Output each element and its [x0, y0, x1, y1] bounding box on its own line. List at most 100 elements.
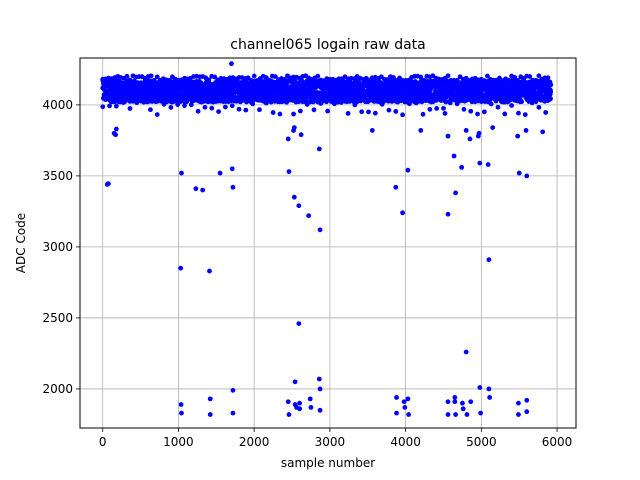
- data-point: [400, 210, 405, 216]
- data-point: [106, 181, 111, 187]
- x-tick-label: 2000: [239, 435, 270, 449]
- data-point: [451, 153, 457, 159]
- data-point: [175, 102, 181, 107]
- data-point: [200, 187, 206, 193]
- data-point: [516, 110, 521, 116]
- data-point: [292, 379, 298, 385]
- data-point: [543, 110, 549, 115]
- data-point: [445, 399, 451, 405]
- data-point: [325, 108, 331, 114]
- data-point: [418, 74, 424, 80]
- data-point: [445, 73, 451, 79]
- data-point: [405, 167, 411, 173]
- data-point: [168, 104, 174, 110]
- data-point: [195, 108, 201, 114]
- data-point: [452, 395, 458, 400]
- data-point: [113, 103, 119, 109]
- data-point: [418, 128, 424, 133]
- data-point: [124, 73, 130, 79]
- data-point: [317, 386, 323, 392]
- data-point: [297, 406, 302, 412]
- data-point: [311, 107, 317, 113]
- data-point: [212, 74, 218, 80]
- data-point: [502, 111, 508, 117]
- data-point: [202, 104, 208, 110]
- data-point: [315, 73, 321, 79]
- data-point: [297, 400, 302, 406]
- data-point: [445, 211, 451, 217]
- data-point: [386, 107, 392, 113]
- data-point: [113, 126, 119, 132]
- data-point: [402, 405, 408, 410]
- data-point: [487, 395, 493, 400]
- data-point: [468, 108, 474, 114]
- data-point: [286, 412, 292, 417]
- data-point: [516, 412, 521, 417]
- y-axis-label: ADC Code: [14, 213, 28, 273]
- data-point: [277, 111, 283, 117]
- x-tick-label: 1000: [163, 435, 194, 449]
- data-point: [307, 396, 313, 402]
- data-point: [393, 184, 399, 190]
- data-point: [286, 169, 292, 175]
- data-point: [477, 385, 483, 390]
- data-point: [298, 132, 304, 138]
- data-point: [420, 111, 426, 117]
- data-point: [303, 98, 309, 103]
- data-point: [230, 184, 236, 190]
- data-point: [291, 111, 296, 117]
- data-point: [486, 257, 492, 263]
- data-point: [243, 107, 249, 113]
- data-point: [540, 129, 546, 135]
- data-point: [236, 106, 242, 112]
- data-point: [113, 132, 118, 138]
- data-point: [536, 73, 542, 79]
- data-point: [522, 112, 528, 118]
- y-tick-label: 4000: [42, 98, 73, 112]
- data-point: [445, 412, 451, 417]
- data-point: [207, 396, 213, 402]
- data-point: [495, 104, 501, 110]
- data-point: [127, 106, 133, 111]
- x-tick-label: 3000: [315, 435, 346, 449]
- data-point: [272, 74, 278, 79]
- data-point: [154, 112, 160, 117]
- data-point: [463, 128, 469, 133]
- data-point: [291, 194, 297, 200]
- data-point: [443, 99, 449, 105]
- data-point: [453, 412, 458, 417]
- y-tick-label: 3500: [42, 169, 73, 183]
- data-point: [316, 146, 322, 152]
- data-point: [316, 376, 322, 382]
- data-point: [468, 399, 474, 405]
- data-point: [527, 74, 533, 79]
- data-point: [229, 103, 235, 109]
- data-point: [441, 105, 446, 111]
- data-point: [467, 136, 473, 142]
- data-point: [317, 227, 323, 233]
- data-point: [345, 111, 351, 116]
- data-point: [406, 412, 412, 417]
- data-point: [519, 99, 525, 105]
- data-point: [548, 89, 554, 95]
- data-point: [459, 164, 465, 170]
- data-point: [394, 395, 399, 400]
- data-point: [229, 61, 234, 67]
- data-point: [453, 190, 458, 196]
- y-tick-label: 2000: [42, 382, 73, 396]
- data-point: [485, 73, 490, 79]
- data-point: [270, 110, 276, 115]
- data-point: [545, 75, 551, 81]
- data-point: [148, 73, 154, 79]
- data-point: [464, 412, 470, 417]
- data-point: [548, 82, 554, 88]
- data-point: [490, 125, 496, 130]
- chart-title: channel065 logain raw data: [230, 37, 425, 53]
- data-point: [306, 213, 312, 219]
- data-point: [296, 203, 302, 209]
- data-point: [154, 74, 160, 80]
- data-point: [475, 111, 480, 117]
- data-point: [359, 109, 365, 115]
- data-point: [369, 128, 375, 133]
